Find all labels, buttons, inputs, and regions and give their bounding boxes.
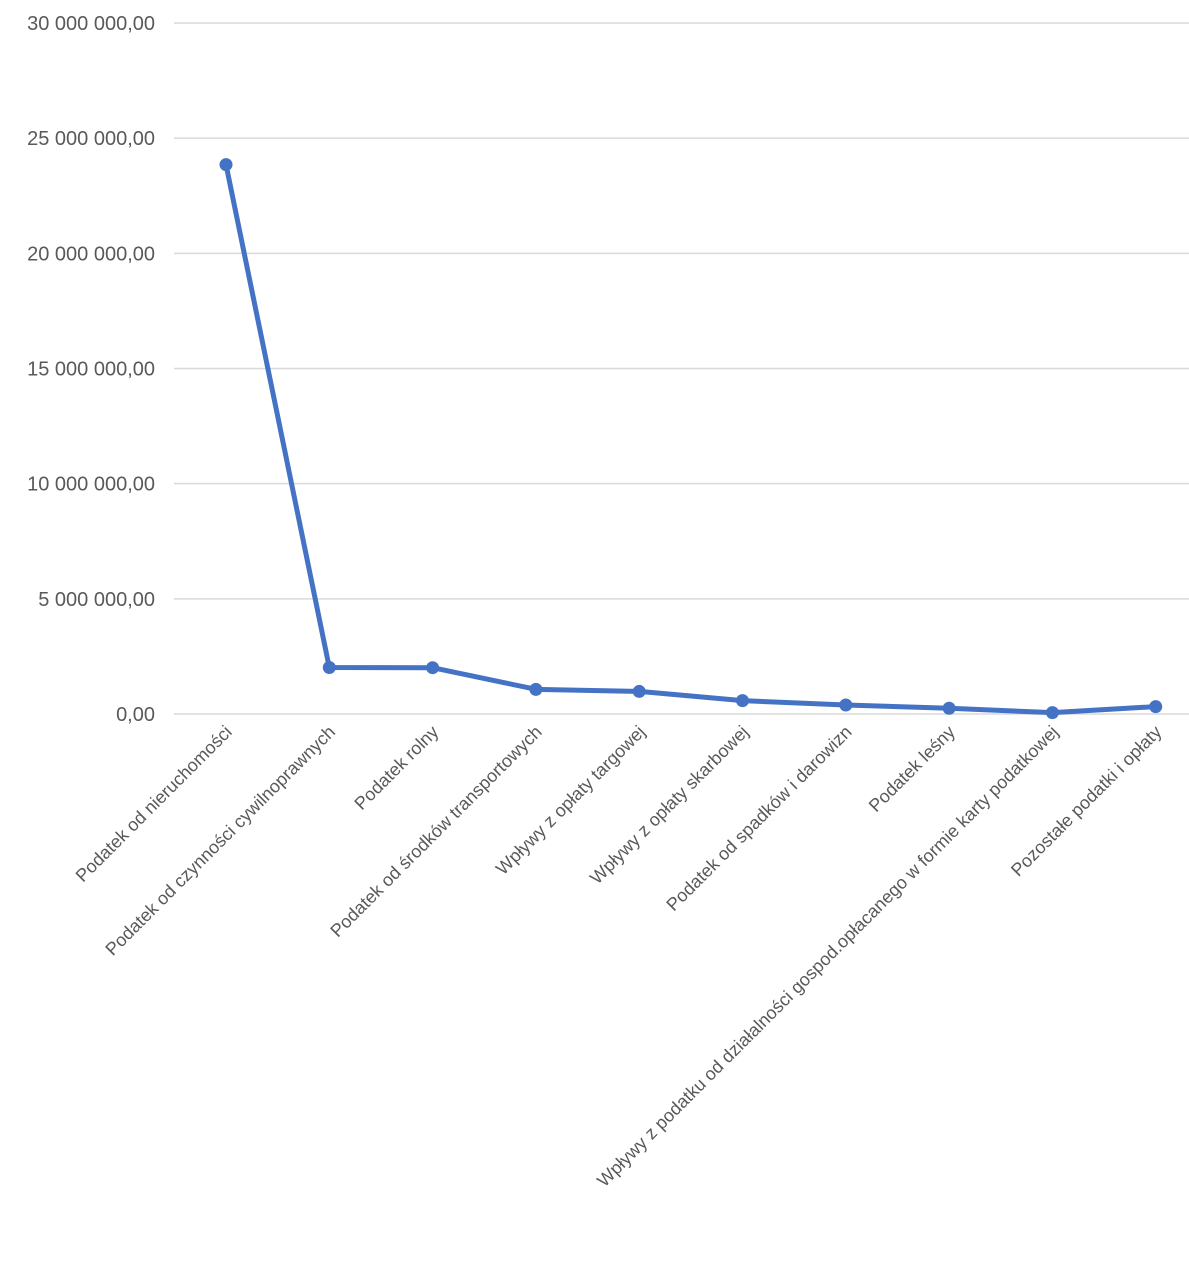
data-point bbox=[632, 684, 646, 698]
series-layer bbox=[219, 158, 1163, 720]
series-line bbox=[223, 162, 1159, 716]
y-tick-label: 15 000 000,00 bbox=[27, 359, 155, 381]
y-tick-label: 20 000 000,00 bbox=[27, 243, 155, 265]
data-point bbox=[219, 158, 233, 172]
y-tick-label: 25 000 000,00 bbox=[27, 128, 155, 150]
x-tick-label: Podatek od czynności cywilnoprawnych bbox=[101, 722, 339, 960]
y-tick-label: 30 000 000,00 bbox=[27, 13, 155, 35]
x-tick-label: Wpływy z podatku od działalności gospod.… bbox=[593, 722, 1062, 1191]
y-tick-label: 5 000 000,00 bbox=[38, 589, 155, 611]
data-point bbox=[529, 682, 543, 696]
x-tick-label: Podatek od spadków i darowizn bbox=[662, 722, 855, 915]
y-axis-tick-labels: 0,00 5 000 000,00 10 000 000,00 15 000 000,… bbox=[27, 13, 155, 726]
x-tick-label: Podatek rolny bbox=[350, 722, 442, 814]
data-point bbox=[1149, 700, 1163, 714]
y-tick-label: 0,00 bbox=[116, 704, 155, 726]
data-point bbox=[1045, 706, 1059, 720]
data-point bbox=[426, 661, 440, 675]
gridlines bbox=[174, 22, 1189, 715]
x-tick-label: Podatek leśny bbox=[865, 722, 959, 816]
x-tick-label: Podatek od środków transportowych bbox=[326, 722, 545, 941]
data-point bbox=[322, 660, 336, 674]
data-point bbox=[942, 701, 956, 715]
y-tick-label: 10 000 000,00 bbox=[27, 474, 155, 496]
data-point bbox=[736, 694, 749, 708]
data-point bbox=[839, 698, 853, 712]
